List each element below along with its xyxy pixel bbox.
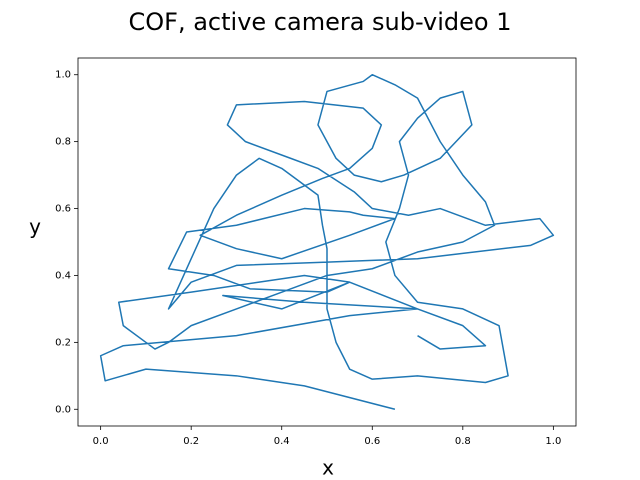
x-tick-label: 0.6: [364, 436, 380, 447]
x-tick-label: 0.0: [93, 436, 109, 447]
x-tick-label: 0.8: [455, 436, 471, 447]
y-tick-label: 0.2: [55, 337, 71, 348]
chart-title: COF, active camera sub-video 1: [129, 8, 512, 36]
y-tick-label: 0.0: [55, 404, 71, 415]
x-tick-label: 1.0: [545, 436, 561, 447]
x-axis-label: x: [322, 456, 334, 480]
x-tick-label: 0.2: [183, 436, 199, 447]
y-tick-label: 0.4: [55, 270, 71, 281]
plot-frame: [77, 57, 577, 427]
y-axis-label: y: [29, 215, 41, 239]
y-tick-label: 0.8: [55, 137, 71, 148]
y-tick-label: 0.6: [55, 204, 71, 215]
data-line: [99, 73, 555, 410]
x-tick-label: 0.4: [274, 436, 290, 447]
y-tick-label: 1.0: [55, 70, 71, 81]
